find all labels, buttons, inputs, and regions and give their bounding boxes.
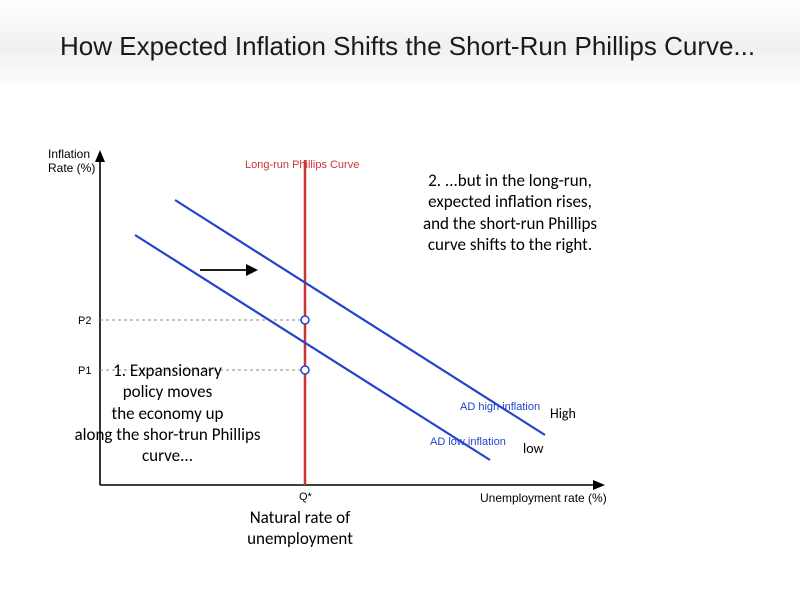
tick-p2: P2 (78, 315, 91, 327)
annotation-longrun-l1: 2. ...but in the long-run, (390, 170, 630, 191)
y-axis-arrow (95, 150, 105, 162)
annotation-longrun-l4: curve shifts to the right. (390, 234, 630, 255)
x-axis-label: Unemployment rate (%) (480, 491, 607, 505)
y-axis-label-1: Inflation (48, 147, 90, 161)
annotation-exp-l5: curve... (55, 445, 280, 466)
annotation-longrun-l2: expected inflation rises, (390, 191, 630, 212)
annotation-longrun-l3: and the short-run Phillips (390, 213, 630, 234)
srpc-high-label: AD high inflation (460, 401, 540, 413)
page-title: How Expected Inflation Shifts the Short-… (60, 30, 755, 64)
annotation-exp-l4: along the shor-trun Phillips (55, 424, 280, 445)
natural-rate-label: Natural rate of unemployment (215, 507, 385, 550)
x-axis-arrow (593, 480, 605, 490)
marker-p2 (301, 316, 309, 324)
long-run-label: Long-run Phillips Curve (245, 159, 359, 171)
annotation-expansionary: 1. Expansionary policy moves the economy… (55, 360, 280, 466)
annotation-exp-l3: the economy up (55, 403, 280, 424)
label-low: low (523, 440, 544, 457)
srpc-low-label: AD low inflation (430, 436, 506, 448)
y-axis-label-2: Rate (%) (48, 161, 95, 175)
shift-arrow-head (246, 264, 258, 276)
annotation-longrun: 2. ...but in the long-run, expected infl… (390, 170, 630, 255)
annotation-exp-l2: policy moves (55, 381, 280, 402)
label-high: High (550, 405, 576, 422)
marker-p1 (301, 366, 309, 374)
annotation-exp-l1: 1. Expansionary (55, 360, 280, 381)
tick-qstar: Q* (299, 491, 313, 503)
